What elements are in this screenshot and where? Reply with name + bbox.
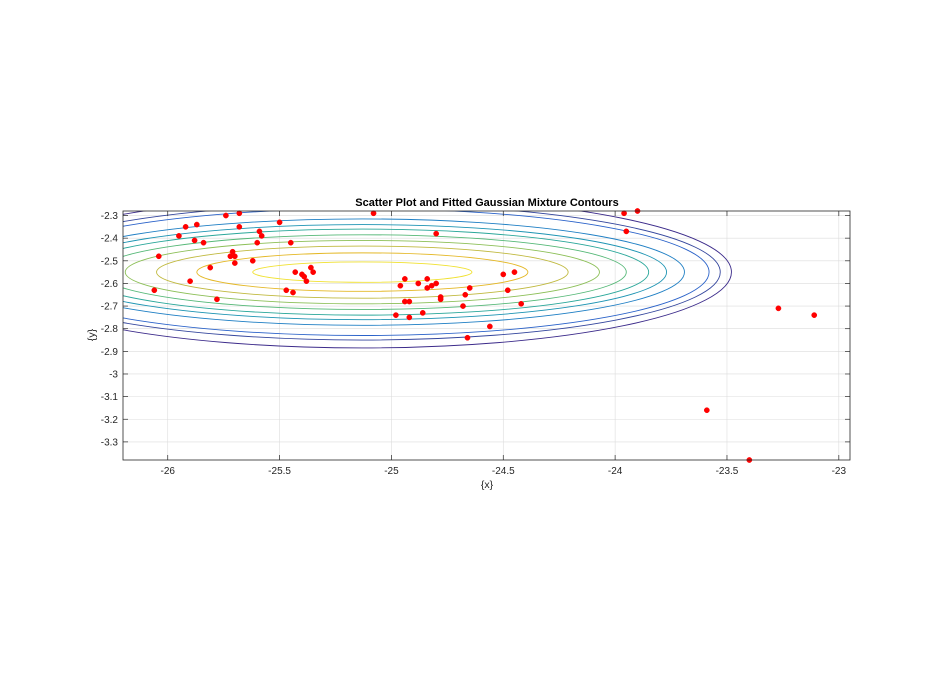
data-point (283, 287, 290, 294)
data-point (256, 228, 263, 235)
y-tick-label: -2.3 (101, 211, 119, 222)
points-layer (151, 208, 818, 463)
data-point (370, 210, 377, 217)
data-point (155, 253, 162, 260)
data-point (433, 230, 440, 237)
x-tick-label: -25 (384, 466, 399, 477)
data-point (151, 287, 158, 294)
data-point (397, 282, 404, 289)
y-tick-label: -2.8 (101, 324, 119, 335)
y-tick-label: -2.7 (101, 302, 119, 313)
data-point (287, 239, 294, 246)
data-point (393, 312, 399, 318)
data-point (428, 282, 435, 289)
data-point (433, 280, 440, 287)
data-point (424, 276, 431, 282)
data-point (504, 287, 511, 294)
data-point (466, 285, 473, 291)
data-point (176, 233, 182, 239)
data-point (258, 233, 265, 239)
data-point (623, 228, 630, 235)
data-point (254, 239, 261, 246)
x-tick-label: -24 (608, 466, 623, 477)
data-point (200, 239, 207, 246)
data-point (500, 271, 507, 278)
plot-area (123, 211, 850, 460)
data-point (276, 219, 283, 226)
data-point (487, 323, 493, 330)
contour-line (252, 261, 473, 283)
y-tick-label: -2.9 (101, 347, 119, 358)
data-point (775, 305, 782, 312)
data-point (290, 289, 296, 296)
y-tick-label: -3.2 (101, 415, 119, 426)
data-point (214, 296, 220, 303)
axes-box (122, 210, 851, 461)
contour-line (123, 211, 732, 349)
data-point (308, 264, 314, 271)
y-axis-label: {y} (86, 328, 98, 341)
contour-line (123, 224, 667, 321)
x-axis-label: {x} (481, 479, 494, 491)
data-point (437, 296, 444, 303)
data-point (193, 221, 200, 228)
chart-title: Scatter Plot and Fitted Gaussian Mixture… (355, 197, 618, 209)
contour-line (156, 245, 569, 299)
x-tick-label: -23.5 (716, 466, 739, 477)
data-point (406, 298, 413, 305)
tick-layer: -26 -25.5 -25 -24.5 -24 -23.5 -23 -2.3 -2.4 -2.5 -… (101, 211, 850, 477)
y-tick-label: -2.4 (101, 234, 119, 245)
data-point (187, 278, 193, 285)
y-tick-label: -2.5 (101, 256, 119, 267)
x-tick-label: -24.5 (492, 466, 515, 477)
data-point (231, 253, 238, 260)
contour-line (123, 234, 627, 310)
data-point (191, 237, 198, 244)
data-point (621, 210, 627, 217)
x-tick-label: -23 (832, 466, 847, 477)
data-point (207, 264, 214, 271)
data-point (703, 407, 710, 414)
data-point (223, 212, 229, 219)
data-point (292, 269, 299, 275)
y-tick-label: -2.6 (101, 279, 119, 290)
data-point (811, 312, 818, 318)
data-point (236, 210, 243, 217)
x-tick-label: -26 (161, 466, 176, 477)
y-tick-label: -3 (109, 369, 118, 380)
data-point (464, 334, 471, 341)
data-point (424, 285, 431, 291)
data-point (301, 273, 308, 280)
contour-line (123, 211, 721, 341)
data-point (406, 314, 413, 321)
contour-layer (123, 211, 732, 349)
data-point (415, 280, 422, 287)
data-point (249, 257, 256, 264)
contour-line (196, 252, 529, 292)
contour-line (124, 239, 600, 305)
data-point (229, 248, 236, 255)
y-tick-label: -3.3 (101, 437, 119, 448)
data-point (310, 269, 316, 275)
x-tick-label: -25.5 (268, 466, 291, 477)
data-point (236, 223, 243, 230)
data-point (462, 291, 469, 298)
y-tick-label: -3.1 (101, 392, 119, 403)
data-point (518, 300, 525, 307)
contour-line (123, 228, 650, 316)
data-point (231, 260, 238, 266)
data-point (303, 278, 310, 285)
data-point (402, 276, 408, 282)
contour-line (123, 211, 710, 336)
data-point (182, 223, 189, 230)
contour-line (123, 218, 685, 326)
data-point (511, 269, 518, 275)
data-point (419, 310, 426, 316)
data-point (460, 303, 466, 309)
